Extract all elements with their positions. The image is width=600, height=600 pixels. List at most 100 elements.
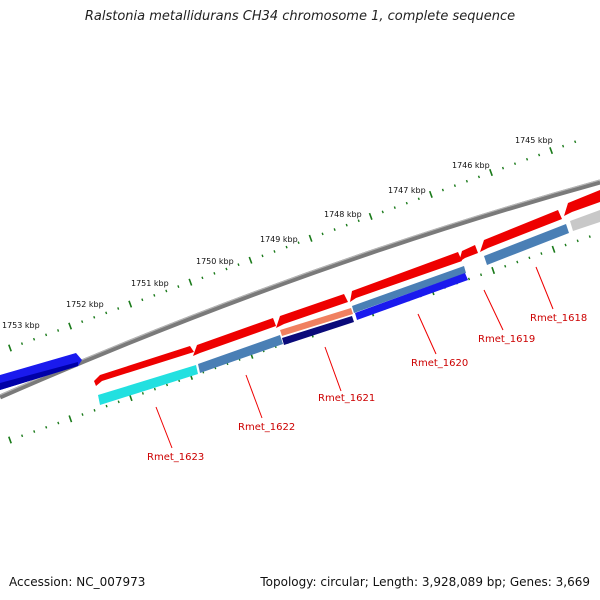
chromosome-backbone-highlight: [0, 179, 600, 396]
forward-gene-arrow: [350, 252, 462, 302]
kbp-label: 1749 kbp: [260, 235, 298, 244]
minor-tick: [405, 201, 408, 205]
gene-label: Rmet_1623: [147, 452, 204, 463]
minor-tick: [381, 210, 384, 214]
minor-tick: [153, 293, 156, 297]
major-tick: [491, 266, 496, 275]
minor-tick: [538, 153, 541, 157]
minor-tick: [93, 408, 96, 412]
topology-text: Topology: circular; Length: 3,928,089 bp…: [260, 575, 590, 589]
leader-line: [417, 313, 437, 355]
steelblue-feature-bar: [484, 224, 569, 265]
minor-tick: [81, 320, 84, 324]
minor-tick: [117, 400, 120, 404]
minor-tick: [213, 272, 216, 275]
gene-labels: Rmet_1618 Rmet_1619 Rmet_1620 Rmet_1621 …: [147, 313, 587, 463]
minor-tick: [477, 175, 481, 179]
navy-feature-bar: [282, 316, 354, 345]
gray-feature-bar: [570, 210, 600, 231]
kbp-label: 1747 kbp: [388, 186, 426, 195]
minor-tick: [297, 241, 300, 245]
minor-tick: [225, 267, 228, 271]
minor-tick: [525, 157, 529, 161]
blue-reverse-bar: [355, 273, 468, 320]
minor-tick: [576, 239, 579, 243]
minor-tick: [21, 434, 24, 438]
major-tick: [188, 278, 193, 286]
gene-label: Rmet_1621: [318, 393, 375, 404]
forward-gene-arrow-small: [459, 245, 478, 262]
minor-tick: [504, 264, 507, 268]
leader-line: [155, 406, 173, 449]
minor-tick: [562, 144, 565, 148]
accession-text: Accession: NC_007973: [9, 575, 146, 589]
cyan-feature-bar: [98, 365, 198, 405]
gene-label-lines: [155, 266, 554, 449]
kbp-labels: 1745 kbp 1746 kbp 1747 kbp 1748 kbp 1749…: [2, 136, 553, 330]
minor-tick: [321, 232, 324, 236]
minor-tick: [32, 337, 36, 341]
minor-tick: [501, 166, 505, 170]
gene-label: Rmet_1618: [530, 313, 587, 324]
minor-tick: [105, 404, 108, 408]
minor-tick: [201, 276, 204, 280]
minor-tick: [237, 263, 240, 267]
major-tick: [248, 256, 253, 264]
minor-tick: [141, 298, 144, 302]
forward-gene-arrow: [480, 210, 562, 252]
minor-tick: [57, 421, 60, 425]
leader-line: [245, 374, 263, 419]
forward-gene-arrow-salmon: [276, 294, 348, 328]
minor-tick: [177, 285, 180, 288]
kbp-label: 1752 kbp: [66, 300, 104, 309]
forward-gene-arrow: [94, 346, 194, 386]
minor-tick: [516, 260, 519, 264]
minor-tick: [165, 289, 168, 293]
major-tick: [8, 344, 12, 352]
leader-line: [483, 289, 504, 331]
kbp-label: 1748 kbp: [324, 210, 362, 219]
forward-gene-arrow: [564, 190, 600, 216]
minor-tick: [33, 430, 36, 433]
minor-tick: [20, 342, 24, 345]
minor-tick: [540, 252, 543, 255]
minor-tick: [153, 387, 156, 391]
leader-line: [324, 346, 342, 392]
major-tick: [68, 322, 73, 330]
minor-tick: [117, 307, 120, 310]
forward-gene-arrow: [193, 318, 276, 356]
major-tick: [8, 436, 12, 444]
kbp-label: 1746 kbp: [452, 161, 490, 170]
minor-tick: [57, 329, 60, 332]
kbp-label: 1745 kbp: [515, 136, 553, 145]
major-tick: [308, 234, 313, 242]
gene-label: Rmet_1619: [478, 334, 535, 345]
steelblue-feature-bar: [198, 335, 283, 373]
minor-tick: [261, 254, 264, 258]
minor-tick: [467, 277, 471, 281]
major-tick: [489, 168, 493, 177]
minor-tick: [93, 315, 96, 319]
chromosome-backbone: [0, 179, 600, 400]
minor-tick: [81, 413, 84, 416]
minor-tick: [417, 197, 420, 201]
salmon-feature-bar: [280, 308, 353, 336]
steelblue-feature-bar: [352, 266, 466, 313]
kbp-label: 1750 kbp: [196, 257, 234, 266]
minor-tick: [45, 333, 48, 337]
minor-tick: [528, 256, 531, 260]
gene-label: Rmet_1620: [411, 358, 468, 369]
minor-tick: [45, 425, 48, 429]
minor-tick: [465, 179, 468, 183]
minor-tick: [480, 273, 483, 277]
major-tick: [428, 190, 433, 198]
minor-tick: [345, 223, 348, 227]
minor-tick: [285, 245, 288, 249]
major-tick: [68, 415, 73, 423]
minor-tick: [588, 235, 591, 238]
minor-tick: [357, 219, 360, 223]
kbp-label: 1753 kbp: [2, 321, 40, 330]
reverse-gene-arrow-shade: [0, 362, 78, 390]
kbp-label: 1751 kbp: [131, 279, 169, 288]
